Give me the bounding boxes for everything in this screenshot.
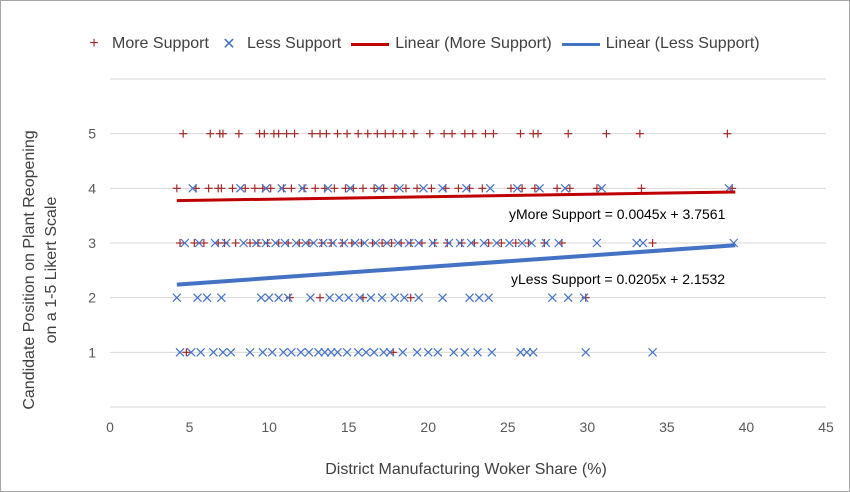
legend-item-less-support: ✕ Less Support (219, 34, 341, 54)
legend-label-more-support: More Support (112, 35, 209, 52)
legend-item-linear-more-support: Linear (More Support) (351, 35, 552, 53)
legend-item-more-support: + More Support (84, 35, 209, 53)
legend: + More Support ✕ Less Support Linear (Mo… (84, 34, 850, 54)
legend-label-linear-more: Linear (More Support) (395, 35, 552, 52)
legend-item-linear-less-support: Linear (Less Support) (561, 35, 760, 53)
x-marker-icon: ✕ (222, 36, 236, 53)
legend-label-linear-less: Linear (Less Support) (605, 35, 760, 52)
plus-marker-icon: + (89, 35, 99, 52)
blue-trendline-icon (561, 42, 600, 46)
legend-label-less-support: Less Support (246, 35, 342, 52)
red-trendline-icon (351, 42, 390, 46)
